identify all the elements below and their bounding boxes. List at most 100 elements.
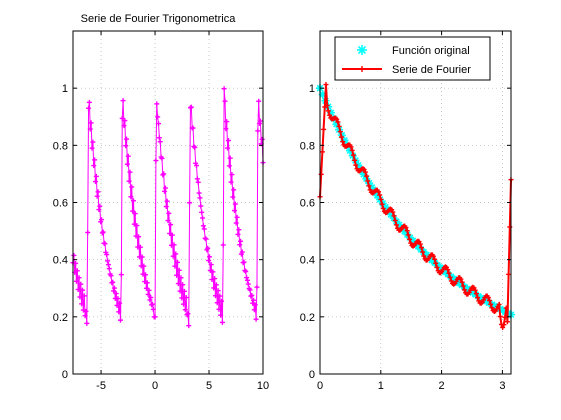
left-series-point <box>100 229 106 235</box>
left-series-point <box>86 105 92 111</box>
left-series-point <box>230 194 236 200</box>
left-series-point <box>152 314 158 320</box>
left-series-point <box>167 230 173 236</box>
left-series-point <box>196 190 202 196</box>
left-series-point <box>111 288 117 294</box>
fourier-series-point <box>404 228 410 234</box>
left-series-point <box>213 293 218 299</box>
fourier-series-point <box>403 225 409 231</box>
left-series-point <box>92 179 98 185</box>
fourier-series-point <box>325 108 331 114</box>
left-series-point <box>250 300 256 306</box>
left-series-point <box>257 120 263 126</box>
y-tick-label: 1 <box>309 83 315 95</box>
left-series-point <box>102 241 108 247</box>
left-series-point <box>75 286 81 292</box>
fourier-series-point <box>503 305 509 311</box>
left-series-point <box>182 307 188 313</box>
left-series-point <box>202 235 208 241</box>
left-series-point <box>208 262 214 268</box>
fourier-series-point <box>321 126 327 132</box>
fourier-series-point <box>445 267 451 273</box>
fourier-series-point <box>460 283 466 289</box>
fourier-series-point <box>485 295 491 301</box>
left-series-point <box>241 259 247 265</box>
left-series-point <box>251 307 257 313</box>
left-series-point <box>82 313 88 319</box>
left-series-point <box>162 188 168 194</box>
left-series-point <box>92 157 98 163</box>
fourier-series-point <box>392 217 398 223</box>
left-series-point <box>226 163 232 169</box>
left-series-point <box>113 291 119 297</box>
fourier-series-point <box>446 270 452 276</box>
left-series-point <box>249 292 255 298</box>
left-series-point <box>153 158 159 164</box>
left-series-point <box>154 101 160 107</box>
fourier-series-point <box>430 253 436 259</box>
left-series-point <box>104 252 110 258</box>
left-series-point <box>224 119 230 125</box>
left-series-point <box>218 312 224 318</box>
left-series-point <box>216 306 222 312</box>
left-series-point <box>219 319 225 325</box>
left-series-point <box>165 218 171 224</box>
left-series-point <box>116 309 122 315</box>
left-series-point <box>161 171 167 177</box>
left-series-point <box>200 223 206 229</box>
left-series <box>70 86 266 329</box>
fourier-series-point <box>319 149 325 155</box>
fourier-series-point <box>407 236 413 242</box>
left-series-point <box>201 226 207 232</box>
left-series-point <box>199 209 205 215</box>
left-series-point <box>239 249 245 255</box>
left-series-point <box>175 281 181 287</box>
left-series-point <box>215 288 221 294</box>
left-series-point <box>205 245 211 251</box>
left-series-point <box>136 234 142 240</box>
left-series-point <box>150 306 156 312</box>
fourier-series-point <box>434 264 440 270</box>
x-tick-label: 2 <box>439 380 445 392</box>
x-tick-label: 1 <box>378 380 384 392</box>
left-series-point <box>179 295 185 301</box>
y-tick-label: 0.8 <box>53 140 68 152</box>
right-ticks: 0 1 2 3 0 0.2 0.4 0.6 0.8 1 <box>300 31 511 392</box>
left-series-point <box>105 258 111 264</box>
left-series-point <box>175 259 180 265</box>
left-series-point <box>89 145 95 151</box>
left-series-point <box>90 139 96 145</box>
left-series-point <box>173 251 179 257</box>
left-series-point <box>155 114 161 120</box>
left-series-point <box>127 169 133 175</box>
fourier-series-point <box>377 192 383 198</box>
fourier-series-point <box>506 271 512 277</box>
left-series-point <box>162 185 168 191</box>
left-series-point <box>115 296 121 302</box>
left-series-point <box>255 128 261 134</box>
left-series-point <box>96 207 102 213</box>
fourier-series-point <box>420 249 426 255</box>
left-series-point <box>141 263 147 269</box>
left-series-point <box>185 311 191 317</box>
left-series-point <box>174 272 180 278</box>
fourier-series-point <box>391 213 397 219</box>
fourier-series-point <box>337 129 343 135</box>
left-series-point <box>91 163 97 169</box>
left-series-point <box>85 229 91 235</box>
left-series-point <box>229 172 235 178</box>
left-series-point <box>248 293 254 299</box>
left-series-point <box>206 254 212 260</box>
fourier-series-point <box>390 209 396 215</box>
legend-marker-original <box>357 45 367 55</box>
left-series-point <box>118 317 123 323</box>
left-series-point <box>157 139 163 145</box>
left-series-point <box>171 242 177 248</box>
left-series-point <box>225 145 231 151</box>
legend: Función original Serie de Fourier <box>334 36 491 81</box>
fourier-series-point <box>375 189 381 195</box>
left-series-point <box>80 287 85 293</box>
left-series-point <box>71 252 77 258</box>
left-series-point <box>76 275 82 281</box>
left-series-point <box>237 242 243 248</box>
